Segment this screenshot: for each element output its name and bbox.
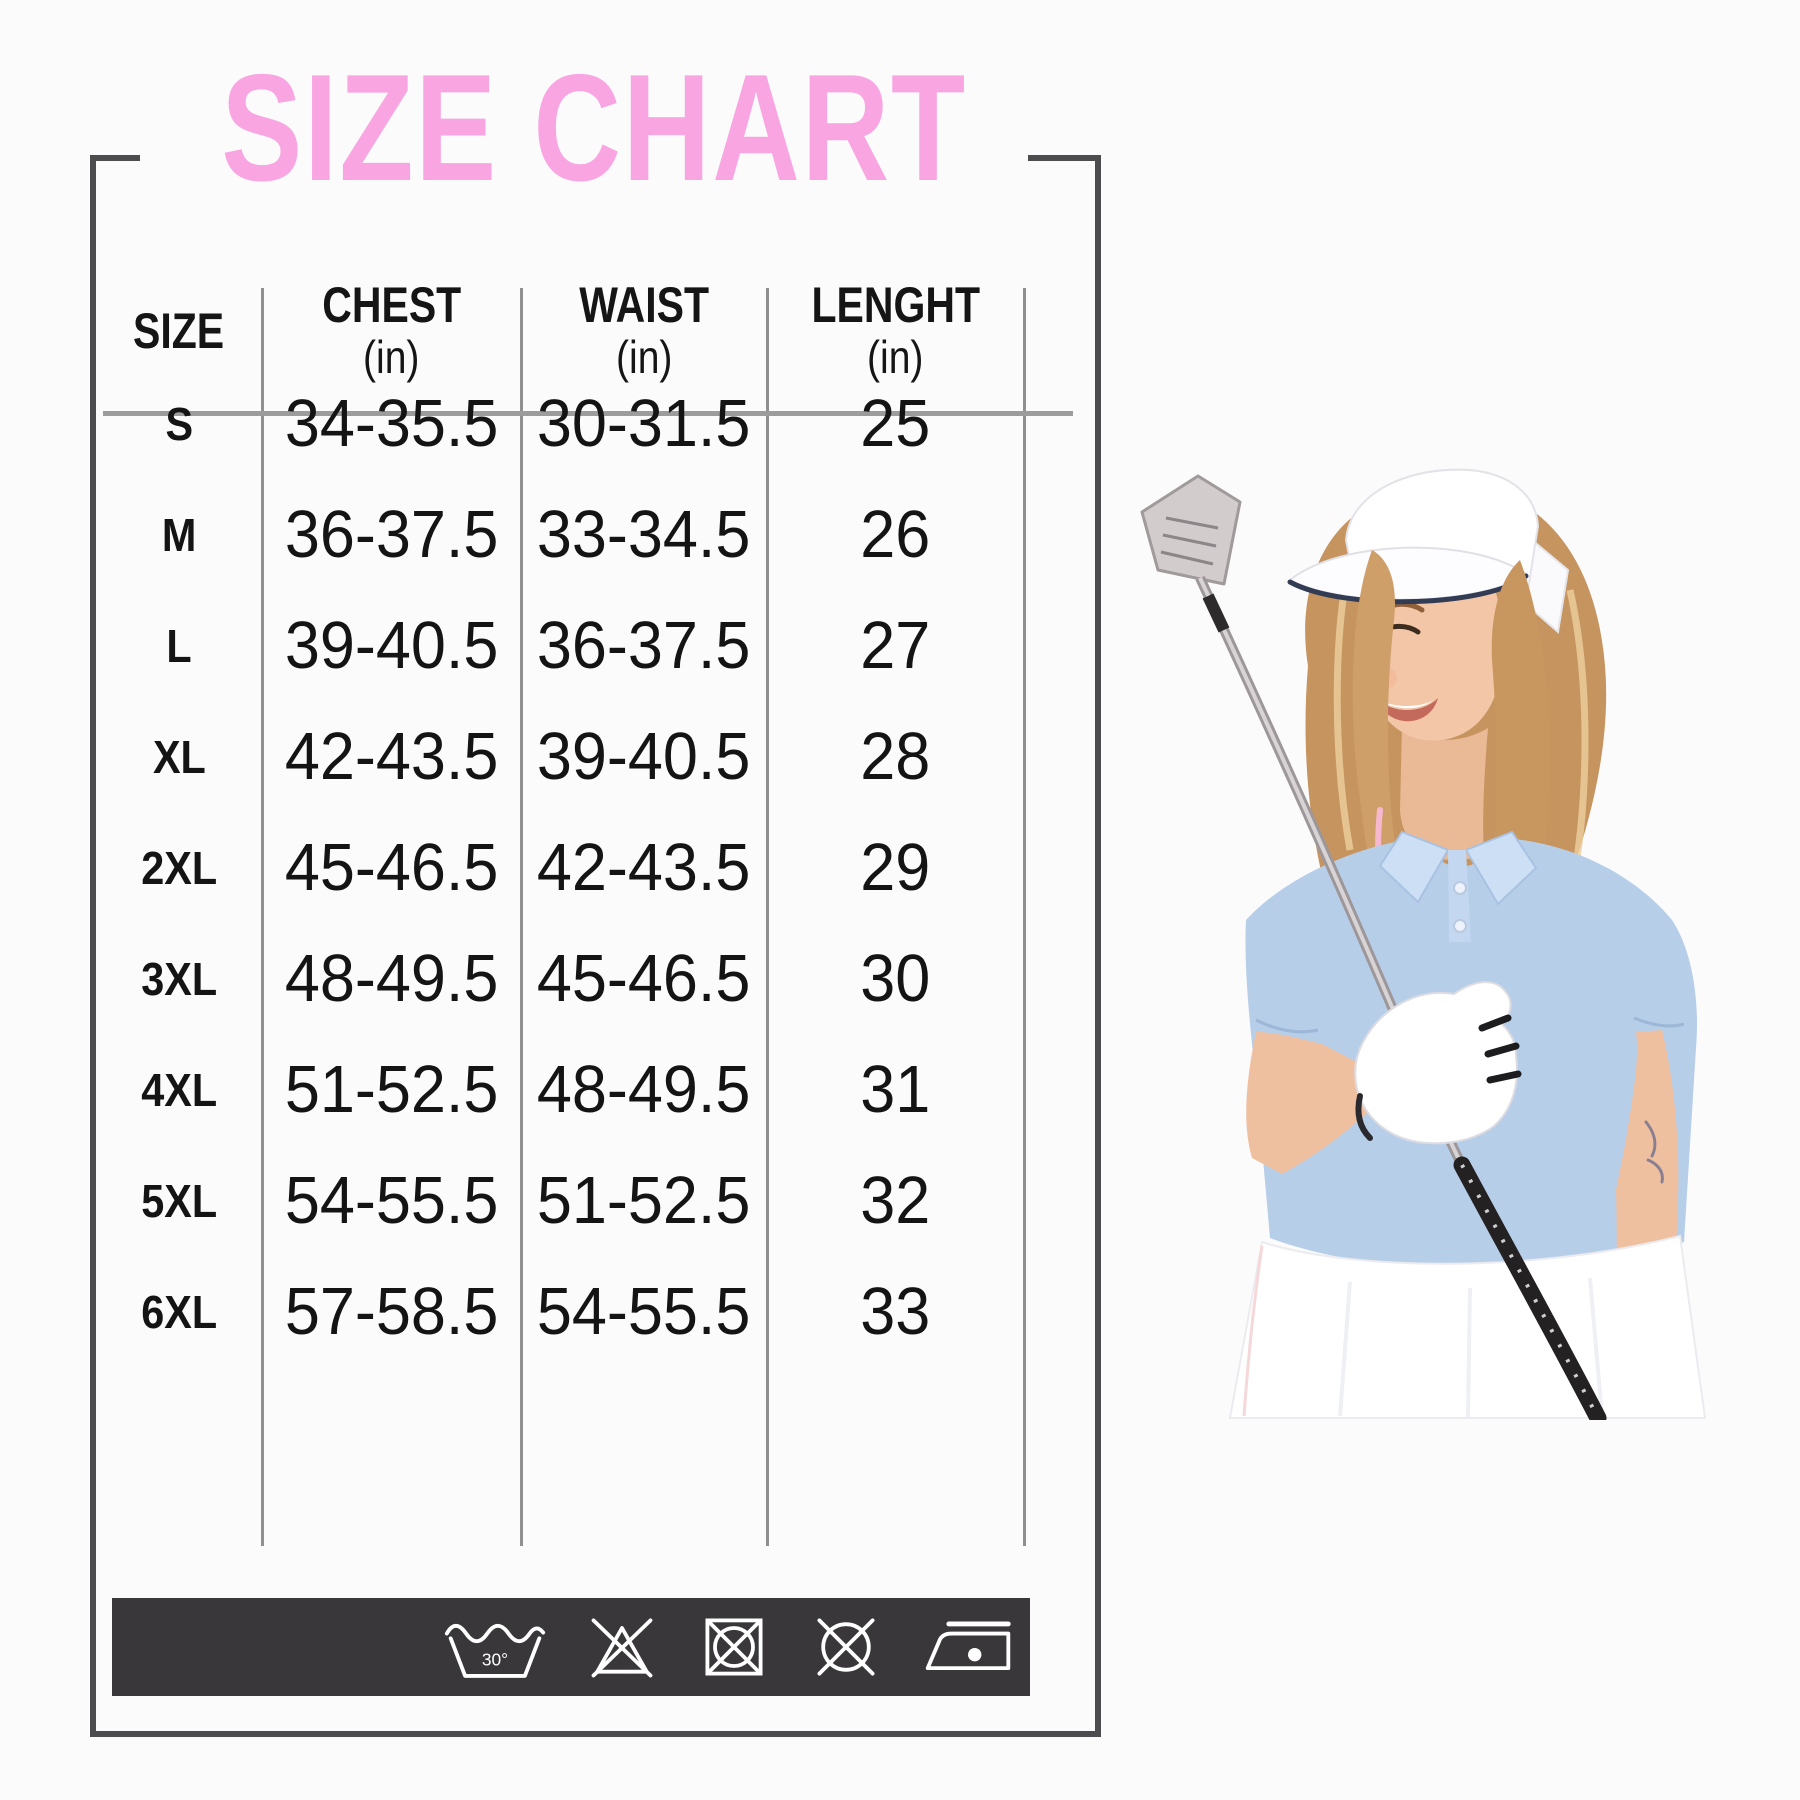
polo-placket [1448, 850, 1471, 942]
table-cell-waist: 33-34.5 [537, 497, 751, 572]
skirt-edge [1242, 1245, 1264, 1417]
golfer-neck [1400, 725, 1488, 860]
do-not-tumble-dry-icon [705, 1618, 763, 1676]
column-divider [766, 288, 769, 1546]
column-divider [1023, 288, 1026, 1546]
table-cell-waist: 39-40.5 [537, 719, 751, 794]
table-cell-size: L [166, 619, 192, 672]
club-head-grooves [1160, 516, 1219, 566]
club-ferrule [1202, 593, 1230, 633]
table-cell-size: 4XL [141, 1063, 217, 1116]
frame-border-top-left [90, 155, 140, 161]
column-divider [520, 288, 523, 1546]
table-cell-waist: 36-37.5 [537, 608, 751, 683]
machine-wash-30-icon: 30° [444, 1623, 546, 1678]
table-cell-length: 25 [860, 386, 931, 461]
header-label: CHEST [322, 277, 461, 334]
hair-strand-left [1352, 550, 1402, 900]
do-not-dry-clean-icon [817, 1618, 875, 1676]
header-unit: (in) [867, 330, 924, 383]
table-cell-length: 33 [860, 1274, 931, 1349]
table-cell-waist: 30-31.5 [537, 386, 751, 461]
polo-collar-right [1464, 830, 1538, 906]
page-title: SIZE CHART [221, 43, 967, 213]
table-cell-length: 26 [860, 497, 931, 572]
sleeve-hem-right [1633, 1016, 1685, 1028]
golfer-photo [1140, 468, 1707, 1420]
table-header-row: SIZE CHEST (in) WAIST (in) LENGHT (in) [96, 252, 1024, 410]
sleeve-hem-left [1255, 1018, 1319, 1034]
glove-cuff [1355, 1093, 1373, 1141]
table-cell-length: 29 [860, 830, 931, 905]
iron-low-heat-icon [925, 1621, 1011, 1671]
header-length: LENGHT (in) [767, 252, 1024, 410]
glove-stripes [1478, 1014, 1522, 1084]
polo-button [1453, 881, 1467, 895]
table-cell-chest: 34-35.5 [284, 386, 499, 461]
frame-border-left [90, 155, 96, 1737]
size-table: S 34-35.5 30-31.5 25 M 36-37.5 33-34.5 2… [96, 368, 1024, 1367]
header-label: WAIST [579, 277, 709, 334]
table-cell-size: S [165, 397, 193, 450]
header-label: LENGHT [811, 277, 980, 334]
grip-texture [1460, 1164, 1600, 1419]
teeth [1380, 700, 1434, 709]
golf-glove [1354, 981, 1518, 1145]
golfer-left-arm [1246, 1032, 1376, 1174]
table-cell-size: 2XL [141, 841, 217, 894]
table-cell-size: 6XL [141, 1285, 217, 1338]
arm-tattoo [1644, 1120, 1664, 1184]
care-instructions-bar: 30° [112, 1598, 1030, 1696]
table-cell-waist: 54-55.5 [537, 1274, 751, 1349]
table-cell-length: 30 [860, 941, 931, 1016]
frame-border-bottom [90, 1731, 1101, 1737]
table-cell-chest: 54-55.5 [284, 1163, 499, 1238]
header-waist: WAIST (in) [521, 252, 767, 410]
table-cell-length: 27 [860, 608, 931, 683]
frame-border-right [1095, 155, 1101, 1737]
table-cell-chest: 45-46.5 [284, 830, 499, 905]
header-chest: CHEST (in) [262, 252, 521, 410]
do-not-bleach-icon [591, 1618, 653, 1678]
table-cell-chest: 48-49.5 [284, 941, 499, 1016]
table-cell-chest: 51-52.5 [284, 1052, 499, 1127]
table-cell-chest: 57-58.5 [284, 1274, 499, 1349]
table-cell-size: M [161, 508, 197, 561]
header-underline [103, 411, 1073, 416]
table-cell-waist: 45-46.5 [537, 941, 751, 1016]
wash-temp-label: 30° [482, 1649, 508, 1669]
header-label: SIZE [133, 302, 225, 359]
table-cell-waist: 51-52.5 [537, 1163, 751, 1238]
table-cell-length: 32 [860, 1163, 931, 1238]
table-cell-size: 3XL [141, 952, 217, 1005]
table-cell-chest: 39-40.5 [284, 608, 499, 683]
column-divider [261, 288, 264, 1546]
table-cell-length: 28 [860, 719, 931, 794]
polo-collar-left [1378, 830, 1450, 904]
header-unit: (in) [363, 330, 420, 383]
header-size: SIZE [96, 252, 262, 410]
table-cell-size: XL [152, 730, 206, 783]
smile [1376, 698, 1438, 722]
table-cell-waist: 48-49.5 [537, 1052, 751, 1127]
table-cell-chest: 36-37.5 [284, 497, 499, 572]
polo-button [1453, 919, 1467, 933]
table-cell-length: 31 [860, 1052, 931, 1127]
skirt-folds [1338, 1277, 1604, 1418]
header-unit: (in) [615, 330, 673, 383]
table-cell-chest: 42-43.5 [284, 719, 499, 794]
table-cell-size: 5XL [141, 1174, 217, 1227]
golf-club-head [1140, 474, 1242, 586]
table-cell-waist: 42-43.5 [537, 830, 751, 905]
frame-border-top-right [1028, 155, 1101, 161]
